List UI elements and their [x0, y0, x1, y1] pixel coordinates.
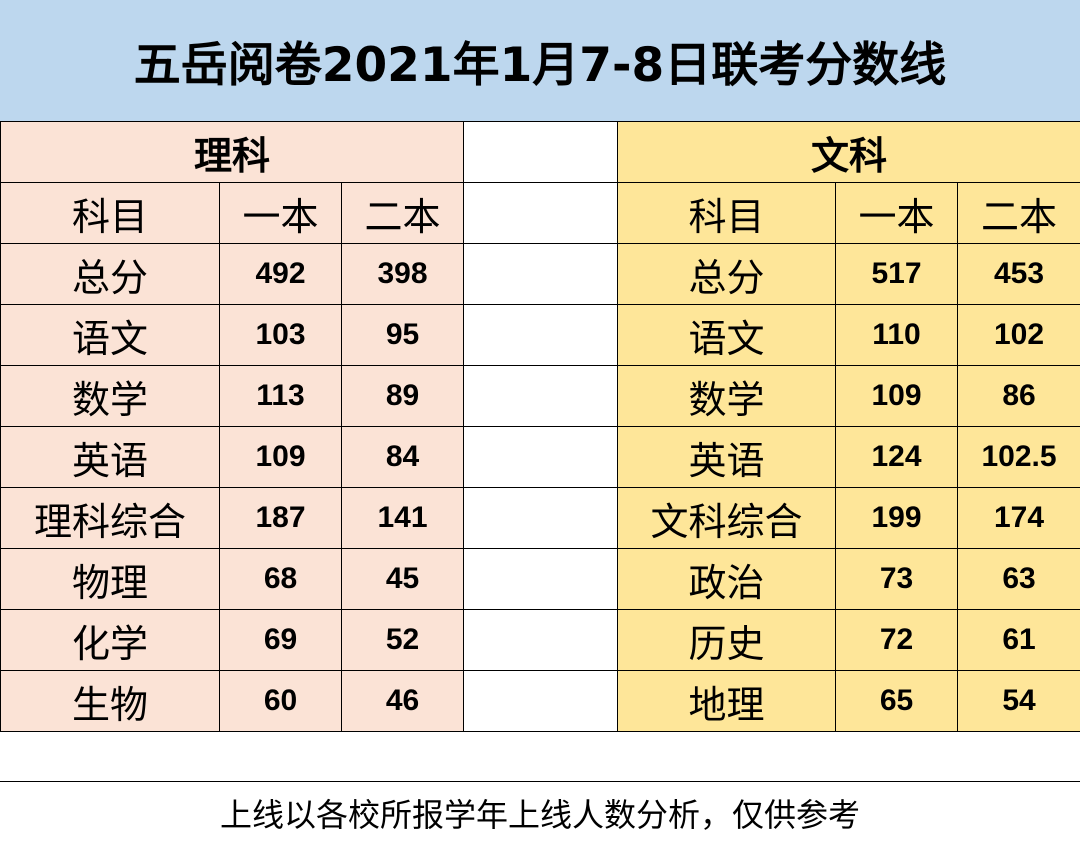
science-subject: 化学	[1, 610, 220, 671]
spacer-cell	[464, 671, 618, 732]
liberal-section-label: 文科	[618, 122, 1080, 183]
liberal-col-subject: 科目	[618, 183, 836, 244]
liberal-first-score: 110	[836, 305, 958, 366]
science-first-score: 68	[220, 549, 342, 610]
liberal-second-score: 102.5	[958, 427, 1080, 488]
liberal-subject: 英语	[618, 427, 836, 488]
liberal-second-score: 61	[958, 610, 1080, 671]
section-header-row: 理科 文科	[1, 122, 1080, 183]
liberal-second-score: 86	[958, 366, 1080, 427]
liberal-first-score: 73	[836, 549, 958, 610]
science-subject: 物理	[1, 549, 220, 610]
science-col-subject: 科目	[1, 183, 220, 244]
table-row: 数学 113 89 数学 109 86	[1, 366, 1080, 427]
science-col-second: 二本	[342, 183, 464, 244]
table-row: 理科综合 187 141 文科综合 199 174	[1, 488, 1080, 549]
science-section-label: 理科	[1, 122, 464, 183]
science-first-score: 60	[220, 671, 342, 732]
science-second-score: 95	[342, 305, 464, 366]
liberal-subject: 总分	[618, 244, 836, 305]
table-row: 语文 103 95 语文 110 102	[1, 305, 1080, 366]
science-subject: 英语	[1, 427, 220, 488]
liberal-subject: 语文	[618, 305, 836, 366]
spacer-cell	[464, 549, 618, 610]
column-header-row: 科目 一本 二本 科目 一本 二本	[1, 183, 1080, 244]
liberal-subject: 政治	[618, 549, 836, 610]
liberal-first-score: 109	[836, 366, 958, 427]
science-second-score: 398	[342, 244, 464, 305]
science-subject: 总分	[1, 244, 220, 305]
liberal-subject: 历史	[618, 610, 836, 671]
liberal-second-score: 63	[958, 549, 1080, 610]
footer-note: 上线以各校所报学年上线人数分析，仅供参考	[0, 781, 1080, 843]
liberal-first-score: 65	[836, 671, 958, 732]
science-second-score: 84	[342, 427, 464, 488]
spacer-cell	[464, 610, 618, 671]
science-second-score: 52	[342, 610, 464, 671]
liberal-col-second: 二本	[958, 183, 1080, 244]
spacer-cell	[464, 427, 618, 488]
spacer-cell	[464, 122, 618, 183]
science-second-score: 45	[342, 549, 464, 610]
science-first-score: 69	[220, 610, 342, 671]
liberal-subject: 地理	[618, 671, 836, 732]
liberal-col-first: 一本	[836, 183, 958, 244]
liberal-second-score: 174	[958, 488, 1080, 549]
spacer-cell	[464, 244, 618, 305]
table-row: 总分 492 398 总分 517 453	[1, 244, 1080, 305]
score-table: 理科 文科 科目 一本 二本 科目 一本 二本 总分 492 398 总分 51…	[0, 121, 1080, 732]
science-subject: 语文	[1, 305, 220, 366]
science-first-score: 187	[220, 488, 342, 549]
science-second-score: 141	[342, 488, 464, 549]
table-row: 英语 109 84 英语 124 102.5	[1, 427, 1080, 488]
science-subject: 数学	[1, 366, 220, 427]
spacer-cell	[464, 366, 618, 427]
liberal-first-score: 199	[836, 488, 958, 549]
spacer-cell	[464, 488, 618, 549]
liberal-subject: 文科综合	[618, 488, 836, 549]
liberal-subject: 数学	[618, 366, 836, 427]
table-row: 化学 69 52 历史 72 61	[1, 610, 1080, 671]
science-subject: 理科综合	[1, 488, 220, 549]
science-second-score: 46	[342, 671, 464, 732]
page-title: 五岳阅卷2021年1月7-8日联考分数线	[0, 0, 1080, 123]
science-col-first: 一本	[220, 183, 342, 244]
science-subject: 生物	[1, 671, 220, 732]
liberal-second-score: 102	[958, 305, 1080, 366]
liberal-first-score: 72	[836, 610, 958, 671]
science-second-score: 89	[342, 366, 464, 427]
science-first-score: 492	[220, 244, 342, 305]
spacer-cell	[464, 305, 618, 366]
table-row: 物理 68 45 政治 73 63	[1, 549, 1080, 610]
spacer-cell	[464, 183, 618, 244]
table-row: 生物 60 46 地理 65 54	[1, 671, 1080, 732]
science-first-score: 103	[220, 305, 342, 366]
liberal-first-score: 124	[836, 427, 958, 488]
liberal-second-score: 54	[958, 671, 1080, 732]
liberal-first-score: 517	[836, 244, 958, 305]
science-first-score: 109	[220, 427, 342, 488]
liberal-second-score: 453	[958, 244, 1080, 305]
science-first-score: 113	[220, 366, 342, 427]
